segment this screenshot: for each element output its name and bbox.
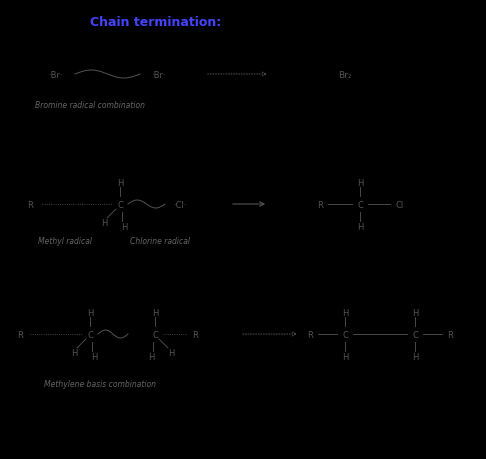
Text: H: H: [168, 348, 174, 357]
Text: H: H: [148, 352, 154, 361]
Text: C: C: [87, 330, 93, 339]
Text: H: H: [91, 352, 97, 361]
Text: ·Cl·: ·Cl·: [173, 200, 187, 209]
Text: Bromine radical combination: Bromine radical combination: [35, 100, 145, 109]
Text: C: C: [412, 330, 418, 339]
Text: R: R: [192, 330, 198, 339]
Text: H: H: [342, 308, 348, 317]
Text: H: H: [71, 348, 77, 357]
Text: H: H: [412, 352, 418, 361]
Text: C: C: [342, 330, 348, 339]
Text: ·Br·: ·Br·: [151, 70, 165, 79]
Text: C: C: [117, 200, 123, 209]
Text: H: H: [357, 222, 363, 231]
Text: H: H: [121, 222, 127, 231]
Text: ·Br·: ·Br·: [48, 70, 62, 79]
Text: R: R: [307, 330, 313, 339]
Text: Chain termination:: Chain termination:: [90, 16, 221, 29]
Text: H: H: [101, 218, 107, 227]
Text: H: H: [342, 352, 348, 361]
Text: R: R: [17, 330, 23, 339]
Text: H: H: [152, 308, 158, 317]
Text: C: C: [152, 330, 158, 339]
Text: R: R: [447, 330, 453, 339]
Text: C: C: [357, 200, 363, 209]
Text: H: H: [357, 178, 363, 187]
Text: H: H: [412, 308, 418, 317]
Text: Cl: Cl: [396, 200, 404, 209]
Text: Chlorine radical: Chlorine radical: [130, 237, 190, 246]
Text: Methylene basis combination: Methylene basis combination: [44, 380, 156, 389]
Text: H: H: [117, 178, 123, 187]
Text: Br₂: Br₂: [338, 70, 352, 79]
Text: R: R: [317, 200, 323, 209]
Text: H: H: [87, 308, 93, 317]
Text: R: R: [27, 200, 33, 209]
Text: Methyl radical: Methyl radical: [38, 237, 92, 246]
